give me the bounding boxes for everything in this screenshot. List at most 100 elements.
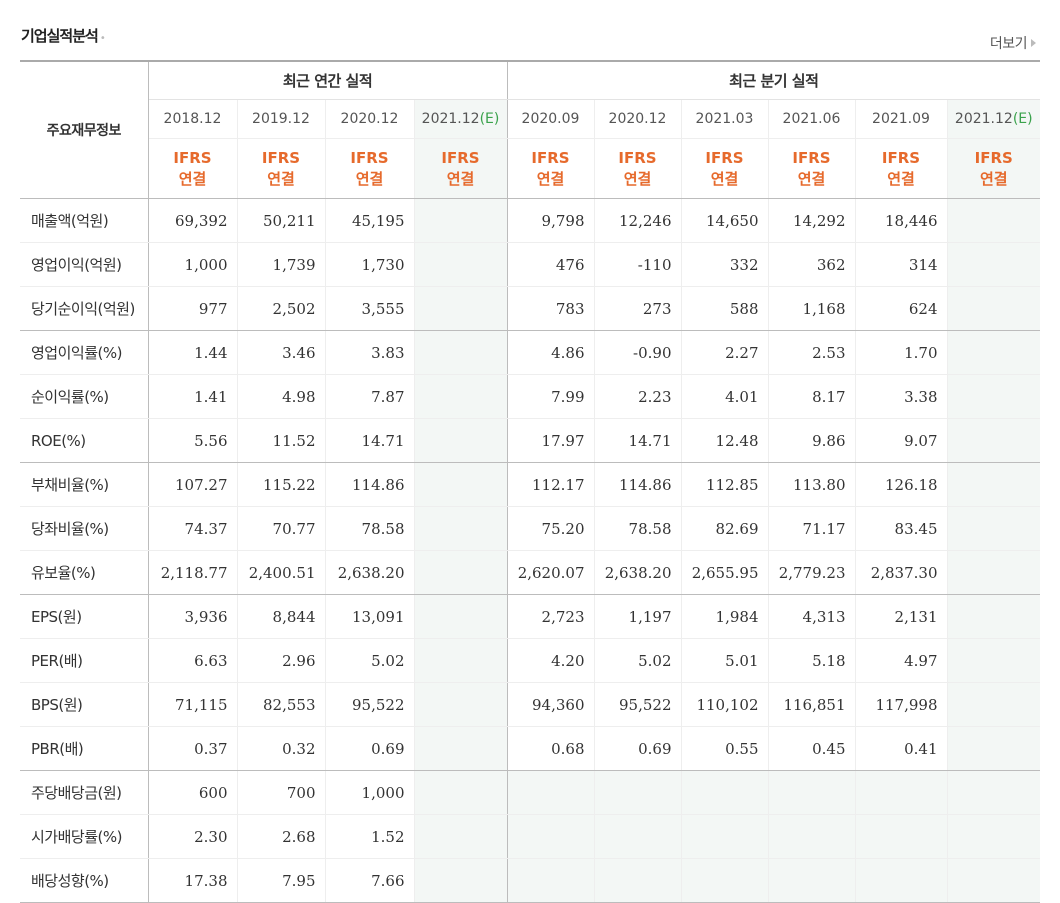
- value-cell: [946, 638, 1041, 683]
- value-cell: 600: [147, 770, 237, 815]
- table-row: 당기순이익(억원) 977 2,502 3,555 783 273 588 1,168 624: [20, 286, 1041, 331]
- value-cell: 4,313: [767, 594, 855, 639]
- value-cell: 1,739: [236, 242, 325, 287]
- period-header: 2020.12: [324, 99, 414, 139]
- value-cell: 2,655.95: [680, 550, 768, 595]
- value-cell: [413, 638, 508, 683]
- value-cell: 78.58: [593, 506, 681, 551]
- value-cell: 117,998: [854, 682, 947, 727]
- value-cell: [413, 682, 508, 727]
- value-cell: 0.32: [236, 726, 325, 771]
- period-date: 2021.12: [421, 111, 480, 127]
- value-cell: 1,730: [324, 242, 414, 287]
- value-cell: 6.63: [147, 638, 237, 683]
- value-cell: 273: [593, 286, 681, 331]
- row-label: 매출액(억원): [20, 198, 149, 243]
- value-cell: 114.86: [324, 462, 414, 507]
- period-header: 2020.12: [593, 99, 681, 139]
- value-cell: 4.01: [680, 374, 768, 419]
- row-label: BPS(원): [20, 682, 149, 727]
- basis-header: IFRS 연결: [946, 138, 1041, 199]
- value-cell: 783: [506, 286, 594, 331]
- basis-header: IFRS 연결: [506, 138, 594, 199]
- value-cell: 8,844: [236, 594, 325, 639]
- more-link[interactable]: 더보기: [990, 33, 1036, 53]
- row-label: 당기순이익(억원): [20, 286, 149, 331]
- period-header: 2021.12(E): [413, 99, 508, 139]
- value-cell: 700: [236, 770, 325, 815]
- value-cell: 95,522: [324, 682, 414, 727]
- value-cell: 107.27: [147, 462, 237, 507]
- estimate-label: (E): [1012, 111, 1033, 127]
- value-cell: 7.87: [324, 374, 414, 419]
- value-cell: [413, 330, 508, 375]
- row-label: 시가배당률(%): [20, 814, 149, 859]
- value-cell: [413, 418, 508, 463]
- value-cell: 3.83: [324, 330, 414, 375]
- value-cell: 2,638.20: [593, 550, 681, 595]
- value-cell: 7.95: [236, 858, 325, 903]
- value-cell: 4.20: [506, 638, 594, 683]
- value-cell: 314: [854, 242, 947, 287]
- table-row: PER(배) 6.63 2.96 5.02 4.20 5.02 5.01 5.18 4.97: [20, 638, 1041, 683]
- value-cell: [413, 506, 508, 551]
- value-cell: 362: [767, 242, 855, 287]
- value-cell: 4.86: [506, 330, 594, 375]
- value-cell: 78.58: [324, 506, 414, 551]
- value-cell: 9,798: [506, 198, 594, 243]
- ifrs-label: IFRS: [974, 148, 1013, 167]
- value-cell: [413, 242, 508, 287]
- value-cell: [946, 506, 1041, 551]
- basis-header: IFRS 연결: [236, 138, 325, 199]
- estimate-label: (E): [479, 111, 500, 127]
- table-row: ROE(%) 5.56 11.52 14.71 17.97 14.71 12.48 9.86 9…: [20, 418, 1041, 463]
- ifrs-label: IFRS: [261, 148, 301, 167]
- value-cell: 14.71: [324, 418, 414, 463]
- row-label: 부채비율(%): [20, 462, 149, 507]
- value-cell: 14,650: [680, 198, 768, 243]
- value-cell: 0.45: [767, 726, 855, 771]
- value-cell: 75.20: [506, 506, 594, 551]
- value-cell: 17.97: [506, 418, 594, 463]
- ifrs-label: IFRS: [792, 148, 831, 167]
- ifrs-label: IFRS: [881, 148, 921, 167]
- value-cell: [946, 770, 1041, 815]
- consolidated-label: 연결: [623, 169, 652, 188]
- value-cell: 113.80: [767, 462, 855, 507]
- table-row: 영업이익(억원) 1,000 1,739 1,730 476 -110 332 362 314: [20, 242, 1041, 287]
- value-cell: 126.18: [854, 462, 947, 507]
- period-header: 2020.09: [506, 99, 594, 139]
- value-cell: 12.48: [680, 418, 768, 463]
- value-cell: [413, 462, 508, 507]
- value-cell: [413, 814, 508, 859]
- value-cell: 2,400.51: [236, 550, 325, 595]
- row-label: 영업이익(억원): [20, 242, 149, 287]
- value-cell: [946, 242, 1041, 287]
- value-cell: 5.02: [593, 638, 681, 683]
- value-cell: 2.53: [767, 330, 855, 375]
- title-dot-icon: •: [99, 33, 106, 44]
- section-title-text: 기업실적분석: [21, 27, 99, 45]
- value-cell: [413, 726, 508, 771]
- period-header: 2021.03: [680, 99, 768, 139]
- value-cell: 7.99: [506, 374, 594, 419]
- value-cell: [593, 770, 681, 815]
- value-cell: 14.71: [593, 418, 681, 463]
- row-label: 배당성향(%): [20, 858, 149, 903]
- value-cell: [413, 286, 508, 331]
- row-label: ROE(%): [20, 418, 149, 463]
- value-cell: 0.37: [147, 726, 237, 771]
- value-cell: [946, 198, 1041, 243]
- value-cell: 70.77: [236, 506, 325, 551]
- basis-header: IFRS 연결: [324, 138, 414, 199]
- table-row: PBR(배) 0.37 0.32 0.69 0.68 0.69 0.55 0.45 0.41: [20, 726, 1041, 771]
- value-cell: [506, 858, 594, 903]
- basis-header: IFRS 연결: [767, 138, 855, 199]
- value-cell: -0.90: [593, 330, 681, 375]
- value-cell: 2.30: [147, 814, 237, 859]
- value-cell: [680, 814, 768, 859]
- value-cell: [946, 550, 1041, 595]
- value-cell: 74.37: [147, 506, 237, 551]
- value-cell: 3,936: [147, 594, 237, 639]
- period-header: 2018.12: [147, 99, 237, 139]
